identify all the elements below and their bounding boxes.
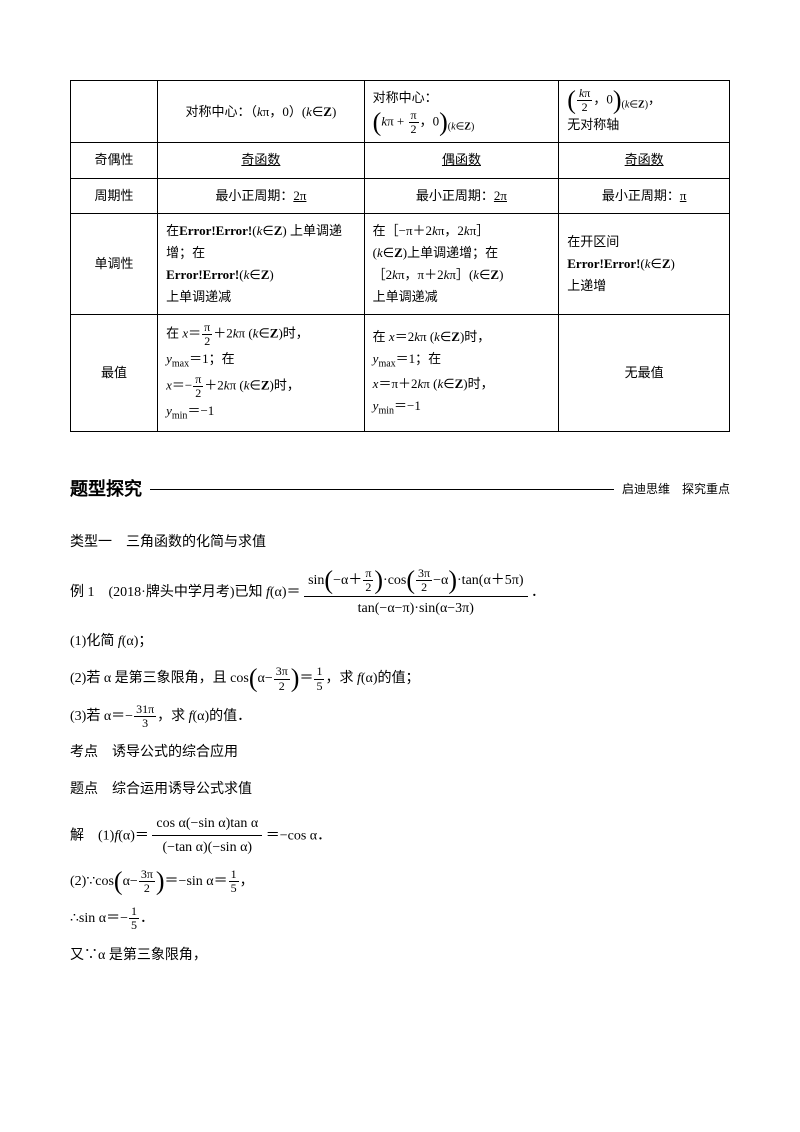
table-row: 奇偶性 奇函数 偶函数 奇函数 bbox=[71, 143, 730, 178]
cell-label: 周期性 bbox=[71, 178, 158, 213]
denominator: (−tan α)(−sin α) bbox=[152, 836, 262, 858]
paragraph: 考点 诱导公式的综合应用 bbox=[70, 740, 730, 767]
denominator: tan(−α−π)·sin(α−3π) bbox=[304, 597, 527, 619]
cell: 对称中心：（kπ，0）(k∈Z) bbox=[158, 81, 365, 143]
text: 解 (1)f(α)＝ bbox=[70, 828, 149, 843]
cell: 在开区间Error!Error!(k∈Z)上递增 bbox=[559, 213, 730, 314]
cell: (kπ2，0)(k∈Z)，无对称轴 bbox=[559, 81, 730, 143]
paragraph: (3)若 α＝−31π3，求 f(α)的值． bbox=[70, 703, 730, 731]
cell-label: 最值 bbox=[71, 315, 158, 432]
cell-label: 单调性 bbox=[71, 213, 158, 314]
cell: 最小正周期：π bbox=[559, 178, 730, 213]
section-title: 题型探究 bbox=[70, 472, 142, 506]
cell: 在 x＝π2＋2kπ (k∈Z)时，ymax＝1；在x＝−π2＋2kπ (k∈Z… bbox=[158, 315, 365, 432]
cell: 无最值 bbox=[559, 315, 730, 432]
cell: 奇函数 bbox=[158, 143, 365, 178]
cell: 最小正周期：2π bbox=[158, 178, 365, 213]
table-row: 单调性 在Error!Error!(k∈Z) 上单调递增；在Error!Erro… bbox=[71, 213, 730, 314]
example-statement: 例 1 (2018·牌头中学月考)已知 f(α)＝ sin(−α＋π2)·cos… bbox=[70, 567, 730, 619]
solution-line: 解 (1)f(α)＝ cos α(−sin α)tan α (−tan α)(−… bbox=[70, 814, 730, 858]
cell: 最小正周期：2π bbox=[364, 178, 559, 213]
cell: 在Error!Error!(k∈Z) 上单调递增；在Error!Error!(k… bbox=[158, 213, 365, 314]
properties-table: 对称中心：（kπ，0）(k∈Z) 对称中心：(kπ + π2，0)(k∈Z) (… bbox=[70, 80, 730, 432]
text: ． bbox=[531, 585, 545, 600]
paragraph: (1)化简 f(α)； bbox=[70, 629, 730, 656]
text: ＝−cos α． bbox=[266, 828, 331, 843]
table-row: 周期性 最小正周期：2π 最小正周期：2π 最小正周期：π bbox=[71, 178, 730, 213]
page: 对称中心：（kπ，0）(k∈Z) 对称中心：(kπ + π2，0)(k∈Z) (… bbox=[0, 0, 800, 1132]
table-row: 最值 在 x＝π2＋2kπ (k∈Z)时，ymax＝1；在x＝−π2＋2kπ (… bbox=[71, 315, 730, 432]
formula-fraction: cos α(−sin α)tan α (−tan α)(−sin α) bbox=[152, 814, 262, 858]
table-row: 对称中心：（kπ，0）(k∈Z) 对称中心：(kπ + π2，0)(k∈Z) (… bbox=[71, 81, 730, 143]
text: 例 1 (2018·牌头中学月考)已知 f(α)＝ bbox=[70, 585, 301, 600]
cell: 奇函数 bbox=[559, 143, 730, 178]
numerator: sin(−α＋π2)·cos(3π2−α)·tan(α＋5π) bbox=[304, 567, 527, 597]
paragraph: ∴sin α＝−15． bbox=[70, 905, 730, 933]
section-header: 题型探究 启迪思维 探究重点 bbox=[70, 472, 730, 506]
paragraph: 又∵α 是第三象限角， bbox=[70, 943, 730, 970]
cell: 对称中心：(kπ + π2，0)(k∈Z) bbox=[364, 81, 559, 143]
paragraph: (2)∵cos(α−3π2)＝−sin α＝15， bbox=[70, 868, 730, 896]
divider bbox=[150, 488, 614, 490]
paragraph: (2)若 α 是第三象限角，且 cos(α−3π2)＝15，求 f(α)的值； bbox=[70, 665, 730, 693]
formula-fraction: sin(−α＋π2)·cos(3π2−α)·tan(α＋5π) tan(−α−π… bbox=[304, 567, 527, 619]
cell-label: 奇偶性 bbox=[71, 143, 158, 178]
cell-empty bbox=[71, 81, 158, 143]
cell: 偶函数 bbox=[364, 143, 559, 178]
content-body: 类型一 三角函数的化简与求值 例 1 (2018·牌头中学月考)已知 f(α)＝… bbox=[70, 530, 730, 969]
numerator: cos α(−sin α)tan α bbox=[152, 814, 262, 837]
paragraph: 题点 综合运用诱导公式求值 bbox=[70, 777, 730, 804]
cell: 在［−π＋2kπ，2kπ］(k∈Z)上单调递增；在［2kπ，π＋2kπ］(k∈Z… bbox=[364, 213, 559, 314]
paragraph: 类型一 三角函数的化简与求值 bbox=[70, 530, 730, 557]
section-subtitle: 启迪思维 探究重点 bbox=[622, 478, 730, 501]
cell: 在 x＝2kπ (k∈Z)时，ymax＝1；在x＝π＋2kπ (k∈Z)时，ym… bbox=[364, 315, 559, 432]
